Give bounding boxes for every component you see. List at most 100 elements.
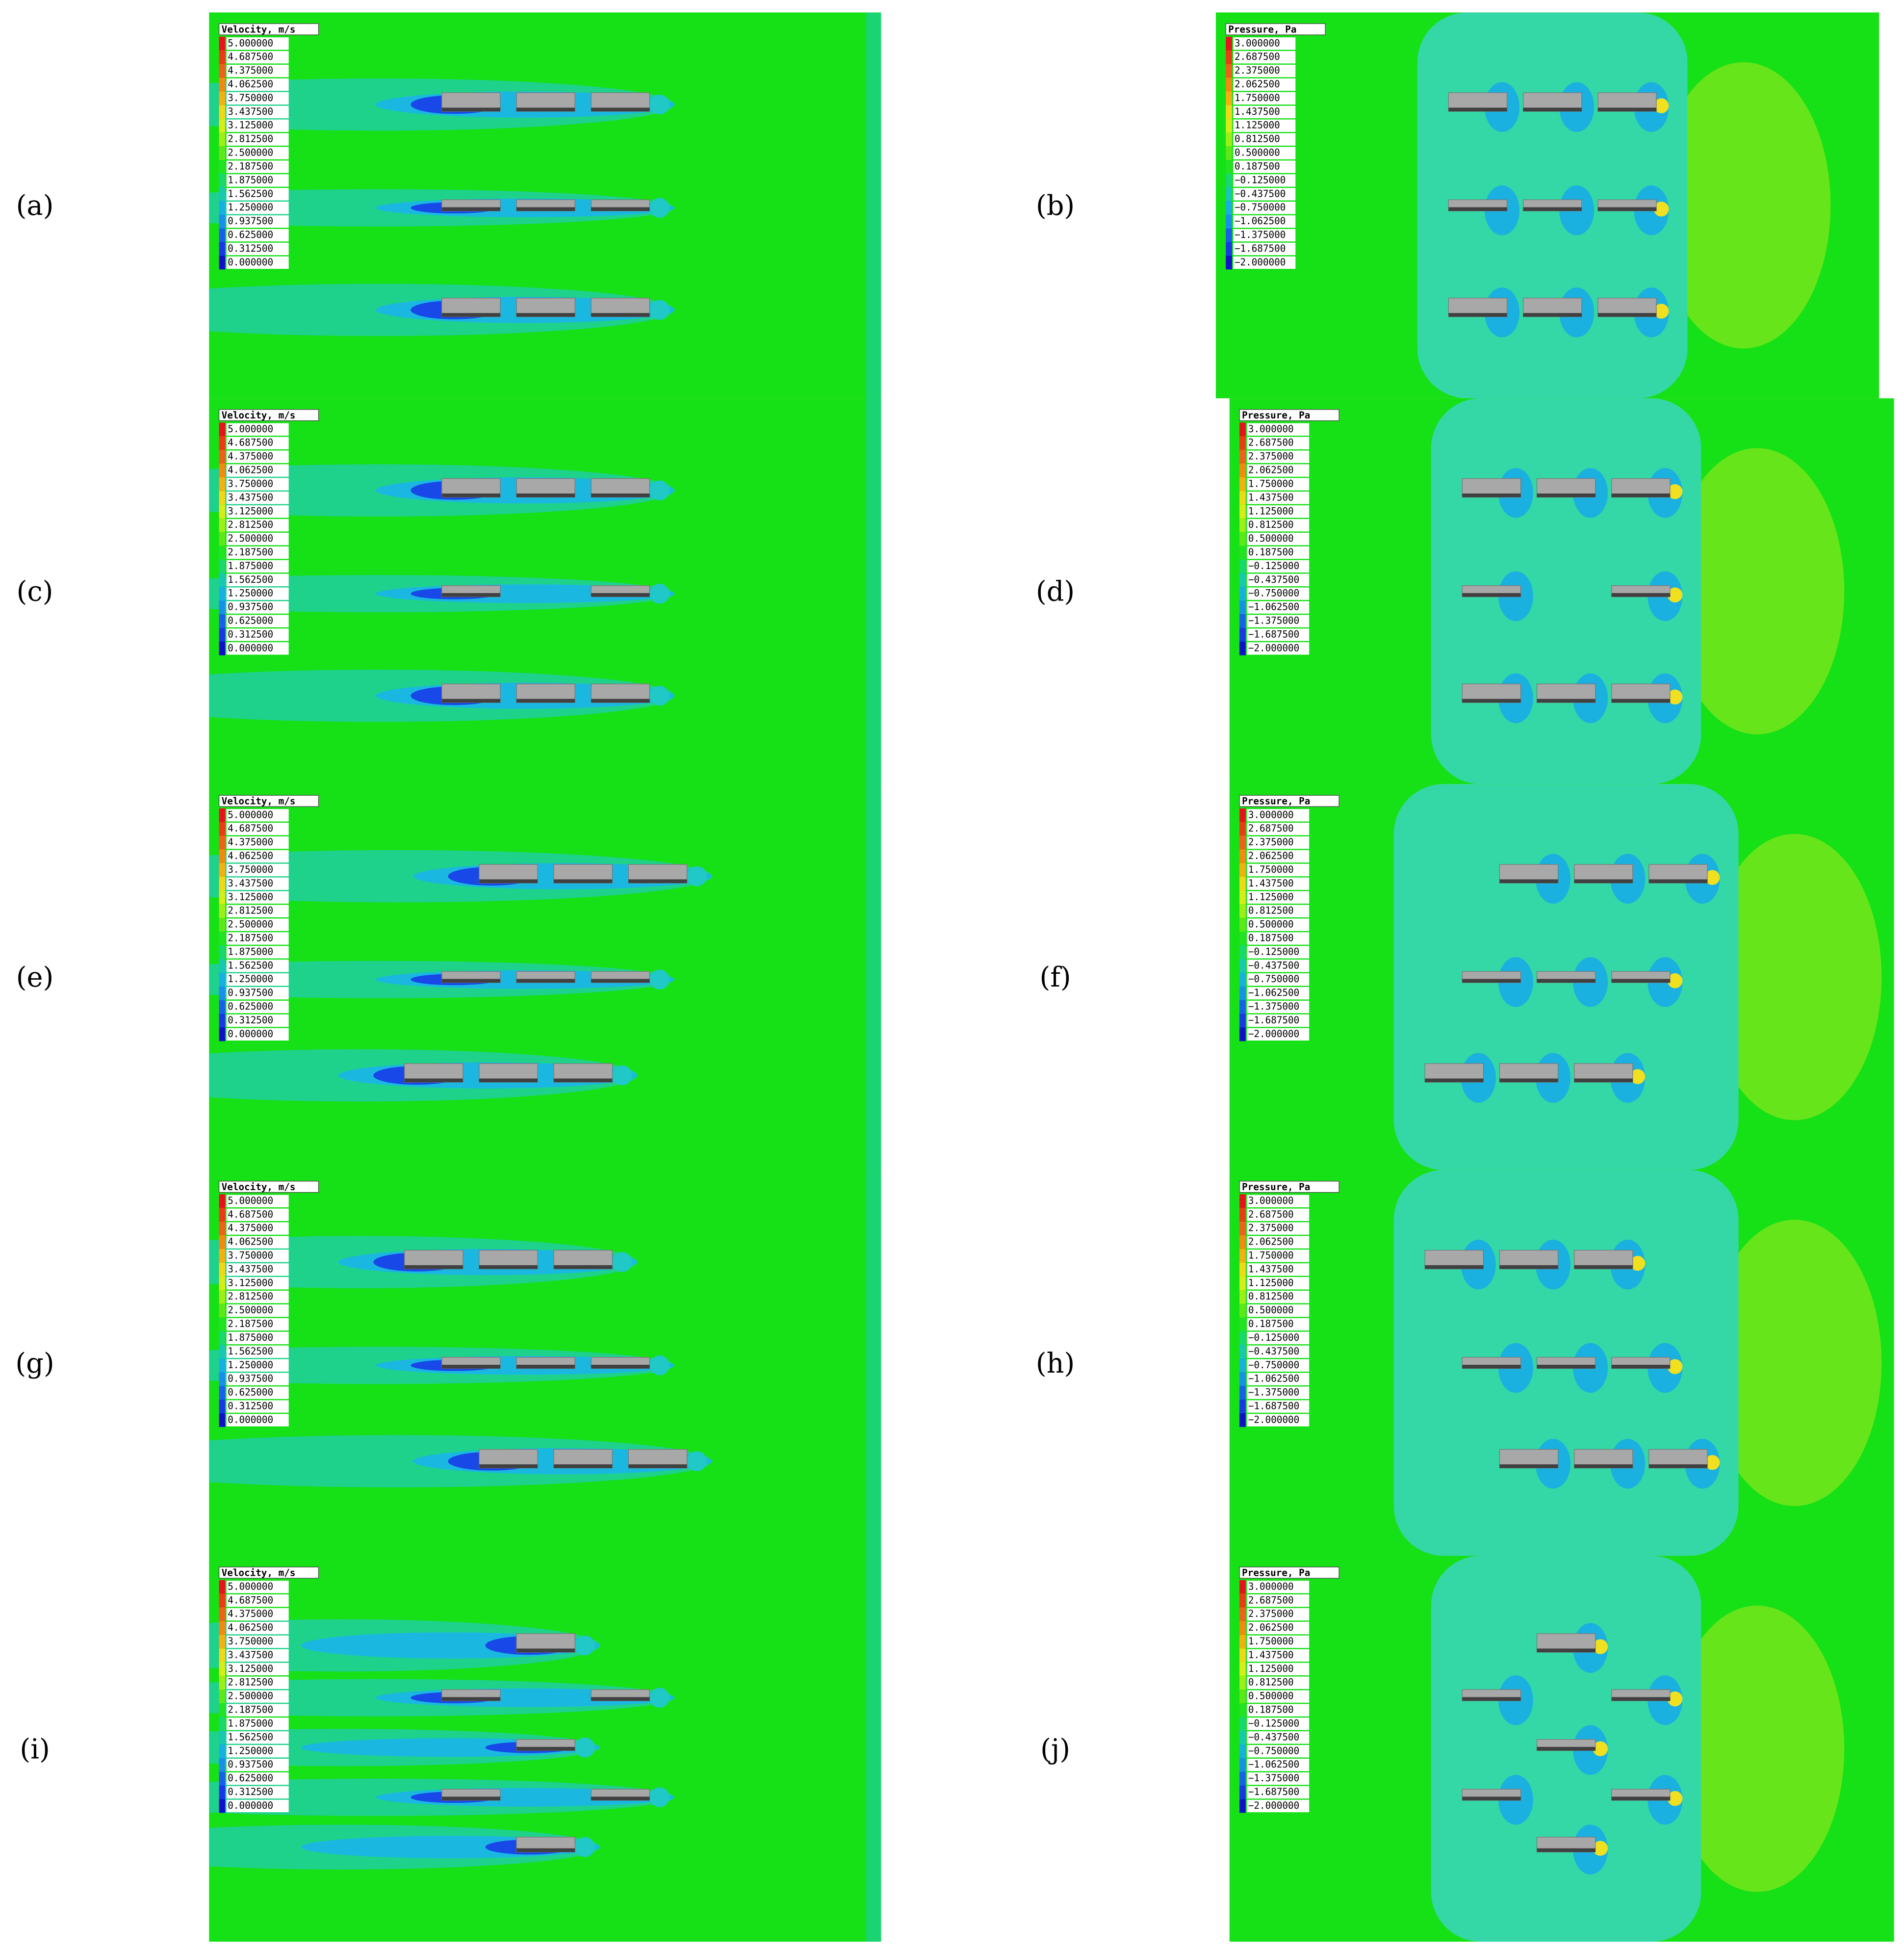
legend-label: 0.937500 (228, 987, 273, 998)
colorbar-cell (1239, 835, 1246, 850)
legend-label: 0.500000 (1235, 147, 1280, 158)
legend-label: 0.937500 (228, 215, 273, 227)
legend-label-box (226, 532, 289, 546)
field (209, 1556, 881, 1942)
stagnation (1630, 1255, 1646, 1271)
legend-label-box (226, 587, 289, 600)
legend-label-box (226, 973, 289, 986)
legend-label: 1.562500 (228, 1731, 273, 1743)
building-side (1611, 1697, 1670, 1701)
colorbar-cell (1226, 132, 1232, 147)
legend-label: −1.062500 (1248, 1373, 1299, 1384)
colorbar-cell (219, 132, 226, 147)
colorbar-cell (1239, 1358, 1246, 1373)
building-side (1523, 207, 1582, 211)
legend-label-box (1247, 1621, 1310, 1635)
panel: Velocity, m/s 5.000000 4.687500 4.375000 4.0… (209, 1170, 881, 1556)
legend-label-box (226, 202, 289, 214)
building-side (1448, 313, 1507, 317)
tip (612, 1252, 632, 1272)
legend-label-box (1247, 615, 1310, 627)
tip (649, 1787, 670, 1807)
colorbar-cell (219, 518, 226, 532)
legend-label: 5.000000 (228, 1195, 273, 1206)
legend-label: 0.937500 (228, 1759, 273, 1770)
legend-label-box (226, 601, 289, 614)
legend-label: 2.375000 (1248, 836, 1294, 848)
legend-label-box (1247, 1690, 1310, 1703)
legend-label: 4.062500 (228, 850, 273, 861)
legend-label: −2.000000 (1248, 642, 1299, 653)
legend-label-box (226, 105, 289, 119)
legend-label-box (226, 1359, 289, 1372)
legend-label: 3.125000 (228, 120, 273, 131)
building-side (1462, 1697, 1521, 1701)
colorbar-cell (1239, 559, 1246, 573)
legend-label: 0.000000 (228, 1800, 273, 1811)
legend-title-box (1225, 23, 1326, 35)
legend-label: 0.312500 (228, 628, 273, 640)
colorbar-cell (219, 1799, 226, 1813)
legend-label: 1.562500 (228, 188, 273, 199)
legend-label-box (1233, 160, 1296, 173)
legend-label: 2.375000 (1248, 1608, 1294, 1619)
legend-title: Velocity, m/s (222, 795, 296, 806)
building-side (441, 1364, 500, 1369)
colorbar-cell (219, 64, 226, 78)
tip (649, 1688, 670, 1708)
legend-label-box (226, 147, 289, 159)
building-side (591, 207, 650, 211)
legend-label-box (226, 573, 289, 587)
legend-label-box (1247, 905, 1310, 917)
colorbar-cell (219, 573, 226, 587)
colorbar-cell (1239, 1717, 1246, 1731)
colorbar-cell (1239, 422, 1246, 437)
legend-label: 0.000000 (228, 642, 273, 653)
legend-label: 2.687500 (1248, 1594, 1294, 1606)
building-side (1499, 1265, 1558, 1269)
pressure-zone (1707, 833, 1882, 1120)
stagnation (1593, 1639, 1608, 1654)
pressure-zone (1670, 1605, 1845, 1892)
tip (649, 480, 670, 500)
colorbar-cell (1239, 986, 1246, 1000)
colorbar-cell (219, 587, 226, 601)
colorbar-cell (1239, 1208, 1246, 1222)
legend-label-box (1233, 188, 1296, 201)
legend-label: 3.750000 (228, 1249, 273, 1261)
legend-label: 0.187500 (1248, 1704, 1294, 1716)
legend-title-box (1239, 1566, 1339, 1579)
legend-label-box (226, 1704, 289, 1717)
outlet-band (866, 12, 881, 398)
stagnation (1593, 1741, 1608, 1756)
legend-label: 0.312500 (228, 243, 273, 254)
colorbar-cell (219, 918, 226, 932)
legend-label-box (1247, 423, 1310, 436)
building-side (441, 979, 500, 983)
colorbar-cell (1239, 1648, 1246, 1663)
legend-label-box (1247, 946, 1310, 959)
legend-label-box (226, 37, 289, 50)
colorbar-cell (219, 849, 226, 863)
colorbar-cell (219, 1303, 226, 1318)
building-side (1611, 593, 1670, 597)
legend-label: 1.875000 (228, 174, 273, 185)
legend-label: −0.125000 (1235, 174, 1286, 185)
colorbar-cell (1239, 1662, 1246, 1676)
tip (649, 300, 670, 320)
colorbar-cell (219, 1194, 226, 1208)
legend-label-box (1247, 987, 1310, 1000)
legend-title: Pressure, Pa (1242, 410, 1310, 421)
colorbar-cell (219, 1635, 226, 1649)
legend-label: −1.375000 (1235, 229, 1286, 240)
legend-label-box (1247, 1717, 1310, 1730)
colorbar-cell (219, 1014, 226, 1028)
legend-label-box (226, 1772, 289, 1785)
building-side (441, 699, 500, 703)
building-side (1574, 1464, 1633, 1468)
colorbar-cell (219, 1593, 226, 1608)
legend-title: Pressure, Pa (1242, 1181, 1310, 1193)
colorbar-cell (219, 504, 226, 519)
legend-label: 0.000000 (228, 1414, 273, 1425)
legend-label: 1.562500 (228, 1346, 273, 1357)
